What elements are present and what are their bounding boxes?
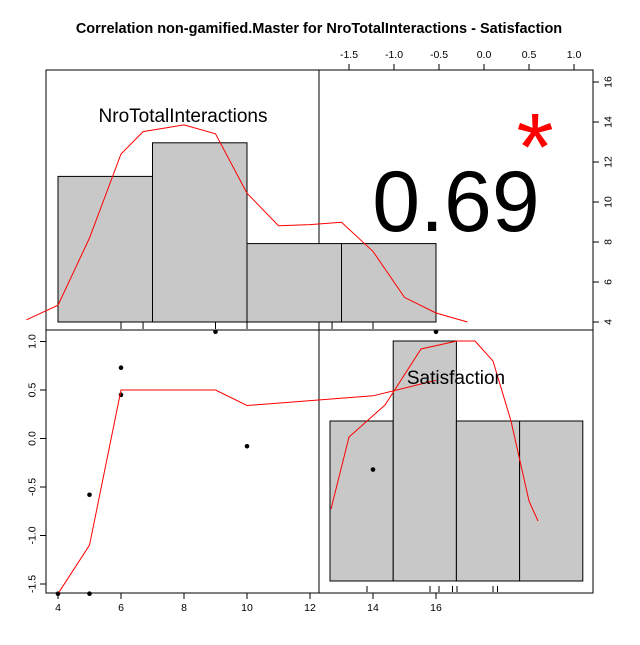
bottom-axis-label-4: 4 (55, 602, 61, 614)
top-axis-label--1: -1.0 (385, 49, 403, 61)
left-axis-label-1: 1.0 (27, 334, 39, 349)
significance-star: * (516, 94, 553, 201)
bottom-axis-label-16: 16 (430, 602, 442, 614)
bottom-axis-label-10: 10 (241, 602, 253, 614)
scatter-point-7 (244, 443, 250, 449)
right-axis-label-4: 4 (603, 319, 615, 325)
top-axis-label-1: 1.0 (567, 49, 582, 61)
histogram-satisfaction-bar-4 (519, 420, 584, 582)
correlation-value: 0.69 (372, 154, 539, 250)
chart-title: Correlation non-gamified.Master for NroT… (76, 21, 562, 37)
histogram-nrototalinteractions-bar-2 (152, 142, 248, 323)
bottom-axis-label-6: 6 (118, 602, 124, 614)
right-axis-label-12: 12 (603, 156, 615, 168)
panel-histogram-satisfaction (318, 329, 594, 594)
right-axis-label-8: 8 (603, 239, 615, 245)
histogram-nrototalinteractions-bar-4 (341, 243, 437, 323)
scatter-point-9 (433, 329, 439, 335)
top-axis-label--1.5: -1.5 (340, 49, 358, 61)
density-curve-nrototalinteractions (26, 124, 468, 323)
histogram-nrototalinteractions-bar-1 (57, 175, 153, 323)
right-axis-label-6: 6 (603, 279, 615, 285)
lowess-smoother-line (57, 379, 437, 594)
scatter-point-6 (213, 329, 218, 335)
histogram-satisfaction-group (329, 340, 584, 592)
bottom-axis-label-8: 8 (181, 602, 187, 614)
panel-scatter (45, 329, 320, 594)
variable-label-satisfaction: Satisfaction (407, 368, 505, 389)
histogram-nrototalinteractions-bar-3 (246, 243, 342, 323)
left-axis-label--1: -1.0 (27, 526, 39, 544)
right-axis-label-16: 16 (603, 76, 615, 88)
right-axis-label-14: 14 (603, 116, 615, 128)
scatter-point-3 (87, 492, 92, 498)
left-axis-label--1.5: -1.5 (27, 575, 39, 593)
right-axis-label-10: 10 (603, 196, 615, 208)
histogram-satisfaction-bar-3 (455, 420, 521, 582)
axes-group: 4 6 8 10 12 14 16 -1.5 -1.0 -0.5 0.0 0.5 1.0 -1.5 -1.0… (27, 49, 615, 614)
top-axis-label-0.5: 0.5 (522, 49, 537, 61)
variable-label-nrototalinteractions: NroTotalInteractions (99, 106, 268, 127)
histogram-nrototalinteractions-group (26, 124, 468, 329)
scatter-point-2 (87, 591, 92, 596)
left-axis-label--0.5: -0.5 (27, 478, 39, 496)
bottom-axis-label-14: 14 (367, 602, 379, 614)
scatter-point-8 (370, 467, 376, 472)
left-axis-label-0: 0.0 (27, 431, 39, 446)
top-axis-label-0: 0.0 (477, 49, 492, 61)
density-curve-satisfaction (330, 340, 539, 522)
scatter-point-4 (118, 365, 124, 370)
histogram-satisfaction-bar-2 (392, 340, 457, 582)
left-axis-label-0.5: 0.5 (27, 383, 39, 398)
histogram-satisfaction-bar-1 (329, 420, 394, 582)
top-axis-label--0.5: -0.5 (430, 49, 448, 61)
bottom-axis-label-12: 12 (304, 602, 316, 614)
